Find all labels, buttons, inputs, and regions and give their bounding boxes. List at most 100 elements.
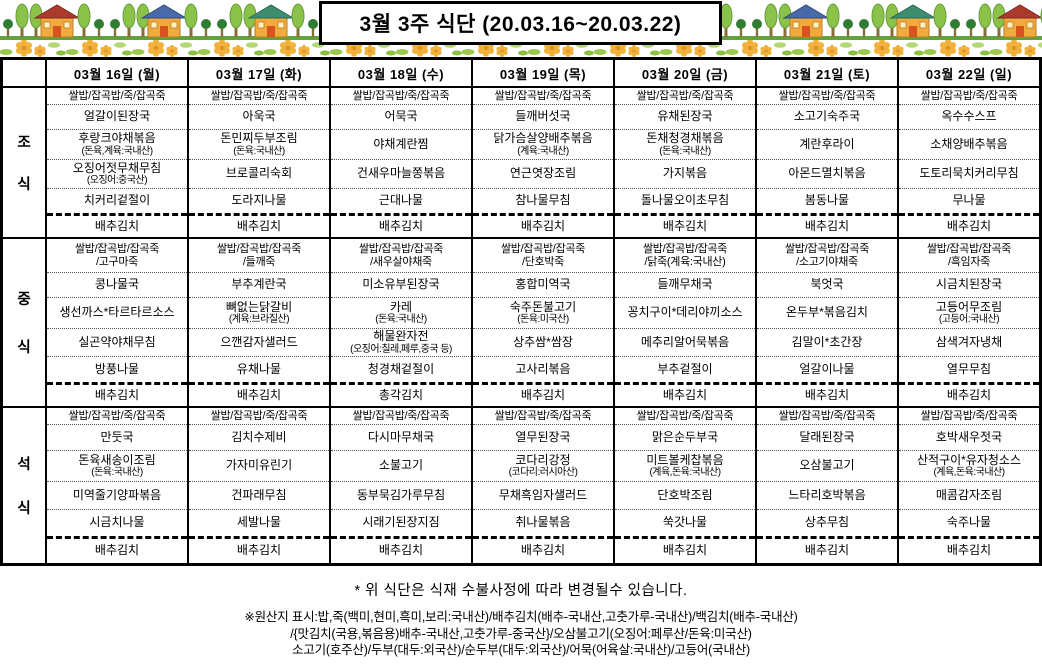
menu-item: 느타리호박볶음 <box>757 482 897 510</box>
menu-item: 으깬감자샐러드 <box>189 329 329 357</box>
menu-item: 호박새우젓국 <box>899 425 1039 451</box>
menu-item: 배추김치 <box>47 213 187 237</box>
day-header-mon: 03월 16일 (월) <box>45 60 187 86</box>
menu-item: 배추김치 <box>615 382 755 406</box>
day-header-sun: 03월 22일 (일) <box>897 60 1039 86</box>
menu-item: 미트볼케찹볶음 (계육,돈육:국내산) <box>615 451 755 482</box>
menu-item: 브로콜리숙회 <box>189 160 329 189</box>
menu-item: 삼색겨자냉채 <box>899 329 1039 357</box>
menu-item: 쌀밥/잡곡밥/잡곡죽/단호박죽 <box>473 239 613 273</box>
menu-item: 배추김치 <box>189 536 329 563</box>
menu-item: 배추김치 <box>331 213 471 237</box>
menu-item: 배추김치 <box>899 213 1039 237</box>
menu-item: 무나물 <box>952 193 986 208</box>
menu-item: 상추쌈*쌈장 <box>473 329 613 357</box>
menu-cell: 쌀밥/잡곡밥/죽/잡곡죽 유채된장국 돈채청경채볶음 (돈육:국내산) 가지볶음 돌나물오… <box>613 88 755 237</box>
menu-item: 배추김치 <box>757 536 897 563</box>
menu-cell: 쌀밥/잡곡밥/잡곡죽/고구마죽 콩나물국 생선까스*타르타르소스 실곤약야채무침 방풍나… <box>45 239 187 406</box>
menu-cell: 쌀밥/잡곡밥/죽/잡곡죽 김치수제비 가자미유린기 건파래무침 세발나물 배추김치 <box>187 408 329 563</box>
menu-item: 어묵국 <box>331 105 471 130</box>
origin-info: ※원산지 표시:밥,죽(백미,현미,흑미,보리:국내산)/배추김치(배추-국내산… <box>0 609 1042 659</box>
menu-item: 부추계란국 <box>189 273 329 298</box>
day-header-fri: 03월 20일 (금) <box>613 60 755 86</box>
menu-item: 배추김치 <box>47 382 187 406</box>
meal-label-dinner: 석 식 <box>17 457 31 517</box>
menu-item: 시금치나물 <box>89 515 145 530</box>
menu-cell: 쌀밥/잡곡밥/잡곡죽/소고기야채죽 북엇국 온두부*볶음김치 김말이*초간장 얼갈이나물… <box>755 239 897 406</box>
flower-border-strip <box>0 40 1042 57</box>
menu-item: 상추무침 <box>804 515 850 530</box>
origin-info-line: ※원산지 표시:밥,죽(백미,현미,흑미,보리:국내산)/배추김치(배추-국내산… <box>244 610 798 624</box>
menu-item: 소불고기 <box>331 451 471 482</box>
menu-item: 쌀밥/잡곡밥/잡곡죽/새우살야채죽 <box>331 239 471 273</box>
menu-item: 방풍나물 <box>94 361 140 376</box>
meal-label-breakfast: 조 식 <box>17 135 31 193</box>
menu-cell: 쌀밥/잡곡밥/잡곡죽/닭죽(계육:국내산) 들깨무채국 꽁치구이*데리야끼소스 메추리… <box>613 239 755 406</box>
menu-cell: 쌀밥/잡곡밥/잡곡죽/들깨죽 부추계란국 뼈없는닭갈비 (계육:브라질산) 으깬감자샐러… <box>187 239 329 406</box>
menu-item: 배추김치 <box>757 382 897 406</box>
dinner-section: 석 식 쌀밥/잡곡밥/죽/잡곡죽 만둣국 돈육새송이조림 (돈육:국내산) 미역줄기양파… <box>3 406 1039 563</box>
menu-item: 들깨무채국 <box>615 273 755 298</box>
menu-cell: 쌀밥/잡곡밥/죽/잡곡죽 얼갈이된장국 후랑크야채볶음 (돈육,계육:국내산) 오징어젓… <box>45 88 187 237</box>
menu-item: 쌀밥/잡곡밥/죽/잡곡죽 <box>473 88 613 105</box>
menu-item: 쌀밥/잡곡밥/죽/잡곡죽 <box>615 88 755 105</box>
menu-item: 봄동나물 <box>804 193 850 208</box>
menu-item: 들깨버섯국 <box>473 105 613 130</box>
menu-item: 취나물볶음 <box>515 515 571 530</box>
menu-item: 숙주나물 <box>946 515 992 530</box>
menu-item: 계란후라이 <box>757 130 897 160</box>
footer: * 위 식단은 식재 수불사정에 따라 변경될수 있습니다. ※원산지 표시:밥… <box>0 566 1042 659</box>
lunch-section: 중 식 쌀밥/잡곡밥/잡곡죽/고구마죽 콩나물국 생선까스*타르타르소스 실곤약야채무… <box>3 237 1039 406</box>
menu-item: 메추리알어묵볶음 <box>615 329 755 357</box>
menu-item: 유채된장국 <box>615 105 755 130</box>
menu-item: 숙주돈불고기 (돈육:미국산) <box>473 298 613 329</box>
menu-item: 만둣국 <box>47 425 187 451</box>
menu-item: 얼갈이나물 <box>799 361 855 376</box>
header-row: 03월 16일 (월) 03월 17일 (화) 03월 18일 (수) 03월 … <box>3 60 1039 86</box>
change-notice: * 위 식단은 식재 수불사정에 따라 변경될수 있습니다. <box>354 583 688 599</box>
menu-item: 근대나물 <box>378 193 424 208</box>
menu-item: 닭가슴살양배추볶음 (계육:국내산) <box>473 130 613 160</box>
menu-item: 열무무침 <box>946 361 992 376</box>
menu-item: 코다리강정 (코다리:러시아산) <box>473 451 613 482</box>
menu-item: 쌀밥/잡곡밥/죽/잡곡죽 <box>473 408 613 425</box>
day-header-sat: 03월 21일 (토) <box>755 60 897 86</box>
menu-item: 쌀밥/잡곡밥/죽/잡곡죽 <box>331 408 471 425</box>
menu-item: 쌀밥/잡곡밥/죽/잡곡죽 <box>189 408 329 425</box>
menu-item: 생선까스*타르타르소스 <box>47 298 187 329</box>
meal-label-lunch: 중 식 <box>17 292 31 356</box>
menu-item: 쌀밥/잡곡밥/죽/잡곡죽 <box>899 408 1039 425</box>
menu-item: 쌀밥/잡곡밥/죽/잡곡죽 <box>189 88 329 105</box>
menu-item: 북엇국 <box>757 273 897 298</box>
menu-cell: 쌀밥/잡곡밥/잡곡죽/단호박죽 홍합미역국 숙주돈불고기 (돈육:미국산) 상추쌈*쌈장… <box>471 239 613 406</box>
day-header-wed: 03월 18일 (수) <box>329 60 471 86</box>
menu-item: 다시마무채국 <box>331 425 471 451</box>
menu-item: 배추김치 <box>615 213 755 237</box>
menu-item: 아욱국 <box>189 105 329 130</box>
menu-cell: 쌀밥/잡곡밥/잡곡죽/새우살야채죽 미소유부된장국 카레 (돈육:국내산) 해물완자전(… <box>329 239 471 406</box>
page-title: 3월 3주 식단 (20.03.16~20.03.22) <box>359 13 682 36</box>
menu-item: 단호박조림 <box>615 482 755 510</box>
menu-item: 가지볶음 <box>615 160 755 189</box>
origin-info-line: /{맛김치(국용,볶음용)배추-국내산,고춧가루-중국산}/오삼불고기(오징어:… <box>290 626 752 641</box>
menu-item: 배추김치 <box>189 213 329 237</box>
menu-item: 쌀밥/잡곡밥/잡곡죽/고구마죽 <box>47 239 187 273</box>
menu-cell: 쌀밥/잡곡밥/죽/잡곡죽 들깨버섯국 닭가슴살양배추볶음 (계육:국내산) 연근엿장조림… <box>471 88 613 237</box>
menu-item: 야채계란찜 <box>331 130 471 160</box>
menu-item: 배추김치 <box>899 382 1039 406</box>
menu-item: 뼈없는닭갈비 (계육:브라질산) <box>189 298 329 329</box>
menu-item: 배추김치 <box>757 213 897 237</box>
menu-item: 얼갈이된장국 <box>47 105 187 130</box>
menu-item: 달래된장국 <box>757 425 897 451</box>
title-box: 3월 3주 식단 (20.03.16~20.03.22) <box>319 1 722 45</box>
menu-table: 03월 16일 (월) 03월 17일 (화) 03월 18일 (수) 03월 … <box>0 57 1042 566</box>
breakfast-section: 조 식 쌀밥/잡곡밥/죽/잡곡죽 얼갈이된장국 후랑크야채볶음 (돈육,계육:국내산)… <box>3 86 1039 237</box>
menu-item: 배추김치 <box>899 536 1039 563</box>
corner-cell <box>3 60 45 86</box>
menu-item: 총각김치 <box>331 382 471 406</box>
menu-item: 무채흑임자샐러드 <box>473 482 613 510</box>
menu-item: 해물완자전 (오징어:칠레,페루,중국 등) <box>331 329 471 357</box>
menu-item: 세발나물 <box>236 515 282 530</box>
day-header-tue: 03월 17일 (화) <box>187 60 329 86</box>
menu-item: 김치수제비 <box>189 425 329 451</box>
